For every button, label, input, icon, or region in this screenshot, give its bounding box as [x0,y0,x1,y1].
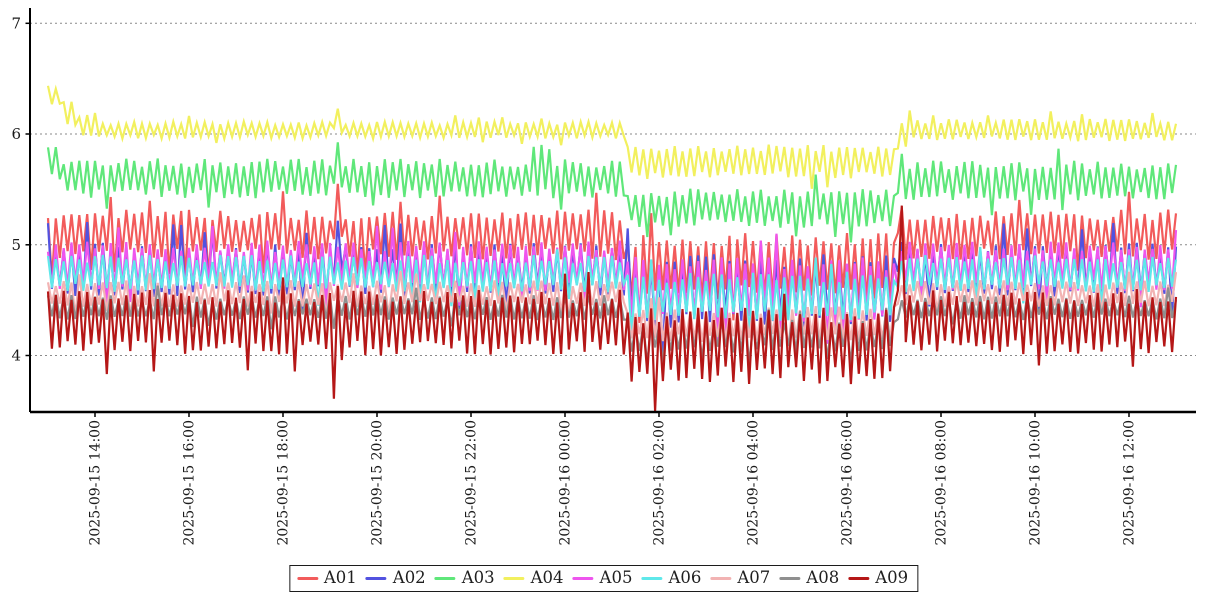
series-line-A09 [46,205,1178,411]
x-tick-label-6: 2025-09-16 02:00 [652,420,668,546]
legend-item-A07: A07 [710,568,771,587]
y-tick-label-6: 6 [11,125,21,143]
series-line-A06 [46,246,1178,335]
legend-swatch-A02 [365,576,387,580]
series-line-A03 [46,142,1178,243]
x-axis-tick-labels: 2025-09-15 14:00 2025-09-15 16:00 2025-09-… [88,420,1138,546]
series-line-A05 [46,225,1178,344]
x-tick-label-11: 2025-09-16 12:00 [1122,420,1138,546]
legend-label-A07: A07 [737,568,771,587]
legend-label-A02: A02 [392,568,426,587]
legend-item-A02: A02 [365,568,426,587]
legend-label-A06: A06 [668,568,702,587]
chart-legend: A01 A02 A03 A04 A05 A06 A07 A08 A09 [288,565,919,592]
x-tick-label-2: 2025-09-15 18:00 [276,420,292,546]
axes [25,8,1196,417]
legend-label-A04: A04 [530,568,564,587]
legend-swatch-A04 [503,576,525,580]
legend-swatch-A08 [779,576,801,580]
x-tick-label-5: 2025-09-16 00:00 [558,420,574,546]
legend-label-A05: A05 [599,568,633,587]
series-line-A07 [46,270,1178,349]
legend-label-A01: A01 [323,568,357,587]
legend-item-A08: A08 [779,568,840,587]
legend-item-A04: A04 [503,568,564,587]
legend-item-A06: A06 [641,568,702,587]
legend-swatch-A06 [641,576,663,580]
legend-item-A01: A01 [296,568,357,587]
legend-item-A05: A05 [572,568,633,587]
series-line-A04 [46,84,1178,189]
y-tick-label-5: 5 [11,236,21,254]
legend-swatch-A01 [296,576,318,580]
legend-label-A09: A09 [875,568,909,587]
x-tick-label-8: 2025-09-16 06:00 [840,420,856,546]
legend-swatch-A03 [434,576,456,580]
series-lines [46,84,1178,411]
x-tick-label-0: 2025-09-15 14:00 [88,420,104,546]
x-tick-label-9: 2025-09-16 08:00 [934,420,950,546]
series-line-A01 [46,183,1178,323]
y-tick-label-4: 4 [11,347,21,365]
y-axis-tick-labels: 4 5 6 7 [11,14,21,364]
legend-swatch-A05 [572,576,594,580]
x-tick-label-4: 2025-09-15 22:00 [464,420,480,546]
x-tick-label-3: 2025-09-15 20:00 [370,420,386,546]
x-tick-label-10: 2025-09-16 10:00 [1028,420,1044,546]
legend-item-A03: A03 [434,568,495,587]
x-tick-label-1: 2025-09-15 16:00 [182,420,198,546]
legend-swatch-A07 [710,576,732,580]
legend-swatch-A09 [848,576,870,580]
x-tick-label-7: 2025-09-16 04:00 [746,420,762,546]
legend-label-A03: A03 [461,568,495,587]
legend-label-A08: A08 [806,568,840,587]
y-tick-label-7: 7 [11,14,21,32]
legend-item-A09: A09 [848,568,909,587]
